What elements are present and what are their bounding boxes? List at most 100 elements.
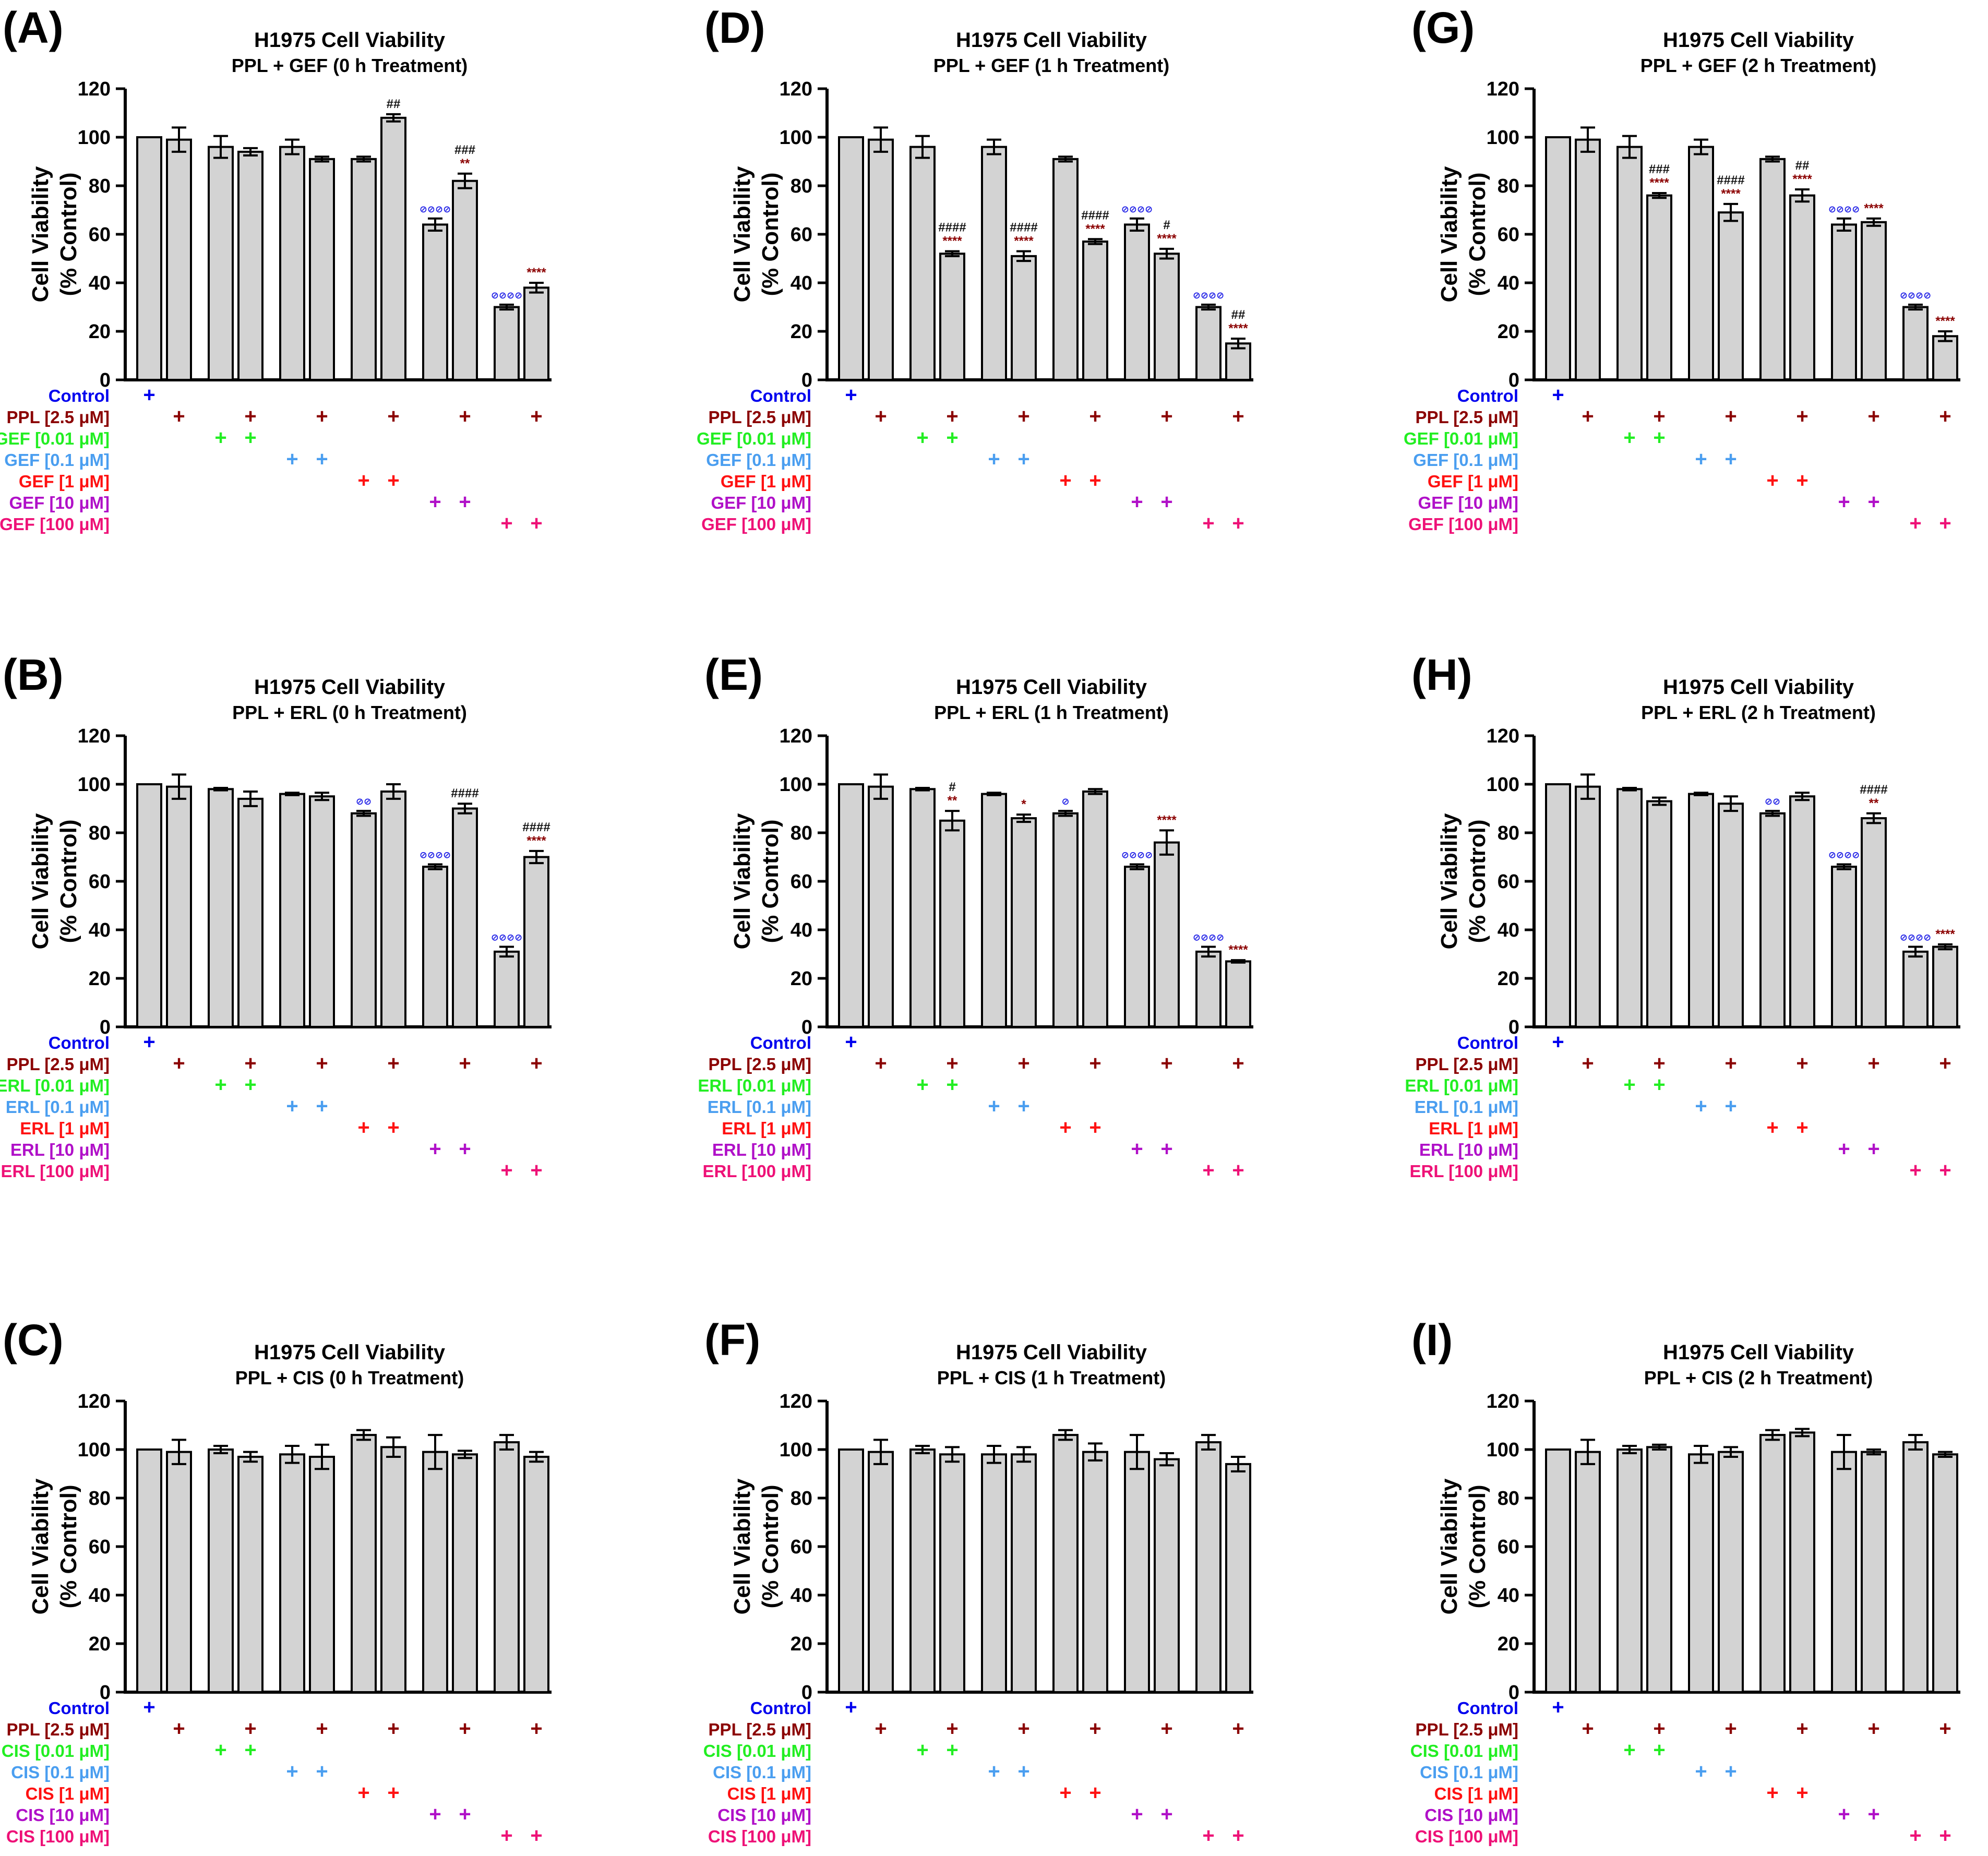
treatment-plus: + xyxy=(244,1717,256,1740)
treatment-plus: + xyxy=(1089,405,1101,428)
significance-label: **** xyxy=(1935,314,1955,328)
treatment-plus: + xyxy=(1939,1159,1951,1182)
y-tick-label: 20 xyxy=(791,968,812,990)
treatment-plus: + xyxy=(1796,1717,1808,1740)
panel-label: (E) xyxy=(704,650,763,699)
significance-label: ⊘⊘⊘⊘ xyxy=(1900,932,1931,943)
significance-label: ** xyxy=(948,794,957,808)
significance-label: ⊘ xyxy=(1061,796,1069,807)
bar xyxy=(494,1441,520,1694)
y-tick-label: 80 xyxy=(1498,1488,1519,1510)
treatment-plus: + xyxy=(244,1739,256,1762)
treatment-plus: + xyxy=(1766,469,1778,492)
treatment-plus: + xyxy=(357,1781,369,1804)
significance-label: #### xyxy=(1860,783,1887,797)
treatment-plus: + xyxy=(946,405,958,428)
bar xyxy=(981,793,1007,1028)
treatment-plus: + xyxy=(1623,426,1635,449)
y-tick-label: 20 xyxy=(89,1633,111,1655)
chart-title: H1975 Cell Viability xyxy=(254,676,446,699)
chart-subtitle: PPL + GEF (0 h Treatment) xyxy=(232,55,468,76)
treatment-plus: + xyxy=(1939,405,1951,428)
bar xyxy=(380,116,406,381)
treatment-plus: + xyxy=(316,1760,328,1783)
bar xyxy=(1759,812,1786,1028)
chart-panel-d: (D) H1975 Cell Viability PPL + GEF (1 h Tr… xyxy=(697,3,1253,535)
bar xyxy=(1789,194,1815,381)
treatment-row-label: CIS [0.1 μM] xyxy=(713,1763,811,1782)
y-tick-label: 100 xyxy=(78,774,111,796)
treatment-plus: + xyxy=(845,1031,857,1053)
treatment-plus: + xyxy=(357,469,369,492)
bar xyxy=(1789,795,1815,1028)
bar xyxy=(1932,945,1958,1028)
bar xyxy=(237,1455,264,1693)
bar xyxy=(1759,1434,1786,1694)
treatment-plus: + xyxy=(1623,1739,1635,1762)
treatment-plus: + xyxy=(1160,1052,1172,1075)
bar xyxy=(309,158,335,381)
y-axis-label-unit: (% Control) xyxy=(758,1484,783,1608)
treatment-plus: + xyxy=(1160,1717,1172,1740)
significance-label: **** xyxy=(1864,201,1884,215)
treatment-plus: + xyxy=(946,426,958,449)
y-tick-label: 120 xyxy=(780,725,812,747)
treatment-row-label: GEF [1 μM] xyxy=(1428,472,1518,491)
treatment-row-label: PPL [2.5 μM] xyxy=(1416,1720,1518,1739)
bar xyxy=(208,1448,234,1693)
treatment-row-label: Control xyxy=(1457,1698,1518,1718)
significance-label: ⊘⊘⊘⊘ xyxy=(1121,204,1153,214)
treatment-plus: + xyxy=(1653,1052,1665,1075)
treatment-plus: + xyxy=(387,1781,399,1804)
bar xyxy=(237,150,264,381)
bar xyxy=(868,138,894,381)
treatment-plus: + xyxy=(1582,1052,1594,1075)
chart-panel-e: (E) H1975 Cell Viability PPL + ERL (1 h Tr… xyxy=(698,650,1253,1182)
significance-label: ## xyxy=(387,97,401,111)
y-tick-label: 20 xyxy=(1498,1633,1519,1655)
treatment-plus: + xyxy=(316,405,328,428)
significance-label: ⊘⊘⊘⊘ xyxy=(1121,849,1153,860)
treatment-row-label: ERL [100 μM] xyxy=(1410,1162,1518,1181)
treatment-plus: + xyxy=(1552,1031,1564,1053)
chart-panel-f: (F) H1975 Cell Viability PPL + CIS (1 h Tr… xyxy=(703,1315,1253,1847)
y-axis-label-unit: (% Control) xyxy=(758,172,783,296)
treatment-plus: + xyxy=(387,1116,399,1139)
treatment-plus: + xyxy=(214,426,226,449)
bar xyxy=(1195,1441,1221,1694)
bar xyxy=(309,795,335,1028)
treatment-plus: + xyxy=(1724,1095,1736,1118)
treatment-plus: + xyxy=(845,384,857,406)
y-tick-label: 80 xyxy=(89,175,111,197)
bar xyxy=(1688,793,1714,1028)
significance-label: #### xyxy=(938,221,966,235)
panel-label: (H) xyxy=(1411,650,1472,699)
bar xyxy=(1718,211,1744,381)
y-tick-label: 100 xyxy=(780,127,812,149)
y-axis-label-unit: (% Control) xyxy=(1465,1484,1490,1608)
treatment-row-label: ERL [0.1 μM] xyxy=(6,1097,110,1117)
treatment-plus: + xyxy=(429,1803,441,1826)
treatment-plus: + xyxy=(244,1073,256,1096)
treatment-plus: + xyxy=(1017,1760,1029,1783)
y-axis-label-unit: (% Control) xyxy=(56,819,81,943)
treatment-row-label: GEF [0.1 μM] xyxy=(706,450,811,470)
bar xyxy=(1082,240,1108,381)
treatment-plus: + xyxy=(1695,1760,1707,1783)
treatment-plus: + xyxy=(143,1696,155,1719)
treatment-row-label: CIS [0.01 μM] xyxy=(1410,1741,1518,1761)
y-tick-label: 40 xyxy=(89,1585,111,1607)
bar xyxy=(939,1453,965,1694)
treatment-row-label: GEF [10 μM] xyxy=(711,493,811,512)
treatment-row-label: ERL [100 μM] xyxy=(703,1162,811,1181)
treatment-row-label: CIS [0.1 μM] xyxy=(1420,1763,1518,1782)
treatment-plus: + xyxy=(244,426,256,449)
treatment-plus: + xyxy=(316,448,328,471)
bar xyxy=(1082,1451,1108,1693)
treatment-plus: + xyxy=(1552,384,1564,406)
y-tick-label: 0 xyxy=(1508,369,1519,391)
treatment-row-label: CIS [100 μM] xyxy=(6,1827,110,1846)
bar xyxy=(1195,306,1221,381)
treatment-plus: + xyxy=(1867,405,1879,428)
bar xyxy=(351,812,377,1028)
